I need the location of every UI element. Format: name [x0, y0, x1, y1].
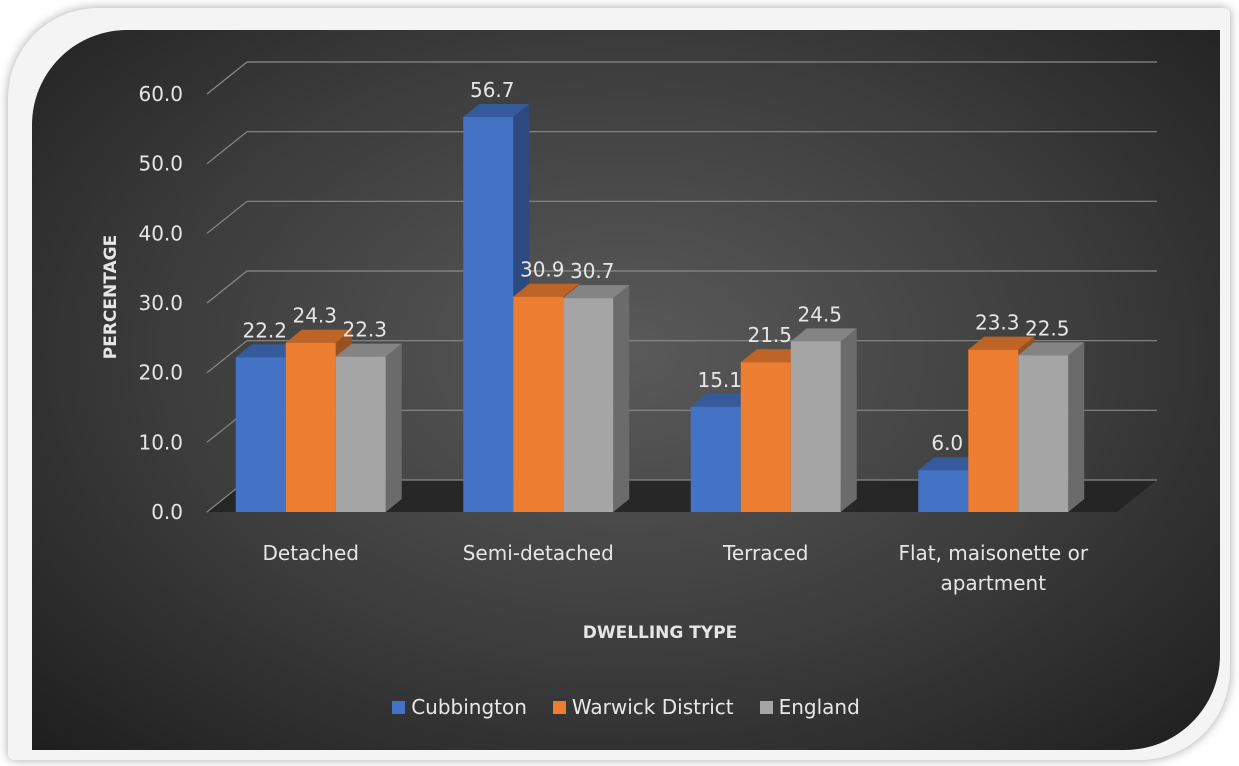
legend-swatch-warwick-district	[552, 700, 566, 714]
legend-item-cubbington: Cubbington	[392, 695, 527, 719]
y-tick-label: 10.0	[138, 430, 183, 454]
y-tick-label: 20.0	[138, 361, 183, 385]
bar-warwick-district-detached	[285, 342, 336, 512]
legend-label-england: England	[778, 695, 860, 719]
bar-england-flat-maisonette-or-apartment	[1018, 355, 1069, 512]
bar-england-detached-side	[385, 343, 402, 512]
data-label-england-flat-maisonette-or-apartment: 22.5	[1025, 316, 1070, 340]
data-label-warwick-district-flat-maisonette-or-apartment: 23.3	[975, 311, 1020, 335]
data-label-warwick-district-detached: 24.3	[292, 304, 337, 328]
x-tick-label-detached: Detached	[263, 541, 359, 565]
y-tick-label: 50.0	[138, 152, 183, 176]
bar-warwick-district-semi-detached	[513, 296, 564, 512]
legend-label-cubbington: Cubbington	[411, 695, 527, 719]
bar-england-flat-maisonette-or-apartment-top	[1018, 342, 1085, 356]
y-tick-label: 30.0	[138, 291, 183, 315]
bar-england-semi-detached	[563, 298, 614, 512]
bar-england-flat-maisonette-or-apartment-side	[1068, 342, 1085, 512]
data-label-england-terraced: 24.5	[797, 302, 842, 326]
bar-england-terraced-side	[840, 328, 857, 512]
x-tick-label-terraced: Terraced	[722, 541, 808, 565]
bar-england-terraced-top	[790, 328, 857, 342]
bar-warwick-district-flat-maisonette-or-apartment-top	[968, 336, 1035, 350]
bar-warwick-district-terraced	[740, 362, 791, 512]
x-tick-label-flat-maisonette-or-apartment: Flat, maisonette or	[898, 541, 1088, 565]
legend: Cubbington Warwick District England	[32, 695, 1220, 719]
bar-cubbington-terraced	[690, 406, 741, 512]
bar-cubbington-detached-top	[235, 344, 302, 358]
gridline-diagonal	[206, 270, 248, 304]
gridline-diagonal	[206, 61, 248, 95]
bar-cubbington-semi-detached	[463, 116, 514, 513]
data-label-england-semi-detached: 30.7	[570, 259, 615, 283]
gridline-diagonal	[206, 340, 248, 374]
chart-panel: 0.0 10.0 20.0 30.0 40.0 50.0 60.0 PERCENTAGE 22.…	[32, 30, 1220, 750]
legend-swatch-england	[759, 700, 773, 714]
bar-cubbington-semi-detached-top	[463, 103, 530, 117]
gridline-diagonal	[206, 200, 248, 234]
data-label-warwick-district-terraced: 21.5	[747, 323, 792, 347]
data-label-warwick-district-semi-detached: 30.9	[520, 258, 565, 282]
y-tick-label: 60.0	[138, 82, 183, 106]
gridline-diagonal	[206, 131, 248, 165]
data-label-england-detached: 22.3	[342, 318, 387, 342]
bar-warwick-district-semi-detached-top	[513, 283, 580, 297]
bar-warwick-district-flat-maisonette-or-apartment	[968, 349, 1019, 512]
bar-chart: 0.0 10.0 20.0 30.0 40.0 50.0 60.0 PERCENTAGE 22.…	[101, 61, 1157, 643]
data-label-cubbington-flat-maisonette-or-apartment: 6.0	[931, 431, 963, 455]
x-axis-title: DWELLING TYPE	[583, 623, 738, 643]
legend-swatch-cubbington	[392, 700, 406, 714]
data-label-cubbington-detached: 22.2	[242, 318, 287, 342]
data-label-cubbington-terraced: 15.1	[697, 368, 742, 392]
bar-cubbington-flat-maisonette-or-apartment-top	[918, 457, 985, 471]
bar-warwick-district-terraced-top	[740, 349, 807, 363]
bar-warwick-district-detached-top	[285, 329, 352, 343]
bar-cubbington-flat-maisonette-or-apartment	[918, 470, 969, 512]
y-tick-label: 0.0	[151, 500, 183, 524]
bar-england-semi-detached-side	[613, 285, 630, 512]
data-label-cubbington-semi-detached: 56.7	[470, 78, 515, 102]
y-tick-label: 40.0	[138, 221, 183, 245]
bar-cubbington-terraced-top	[690, 393, 757, 407]
bar-england-detached	[335, 356, 386, 512]
legend-item-warwick-district: Warwick District	[552, 695, 734, 719]
x-tick-label-semi-detached: Semi-detached	[463, 541, 614, 565]
bar-england-terraced	[790, 341, 841, 512]
bar-england-semi-detached-top	[563, 285, 630, 299]
x-tick-label-flat-maisonette-or-apartment: apartment	[940, 571, 1046, 595]
legend-item-england: England	[759, 695, 860, 719]
y-axis-title: PERCENTAGE	[101, 235, 121, 359]
legend-label-warwick-district: Warwick District	[571, 695, 734, 719]
bar-england-detached-top	[335, 343, 402, 357]
bar-cubbington-detached	[235, 357, 286, 512]
